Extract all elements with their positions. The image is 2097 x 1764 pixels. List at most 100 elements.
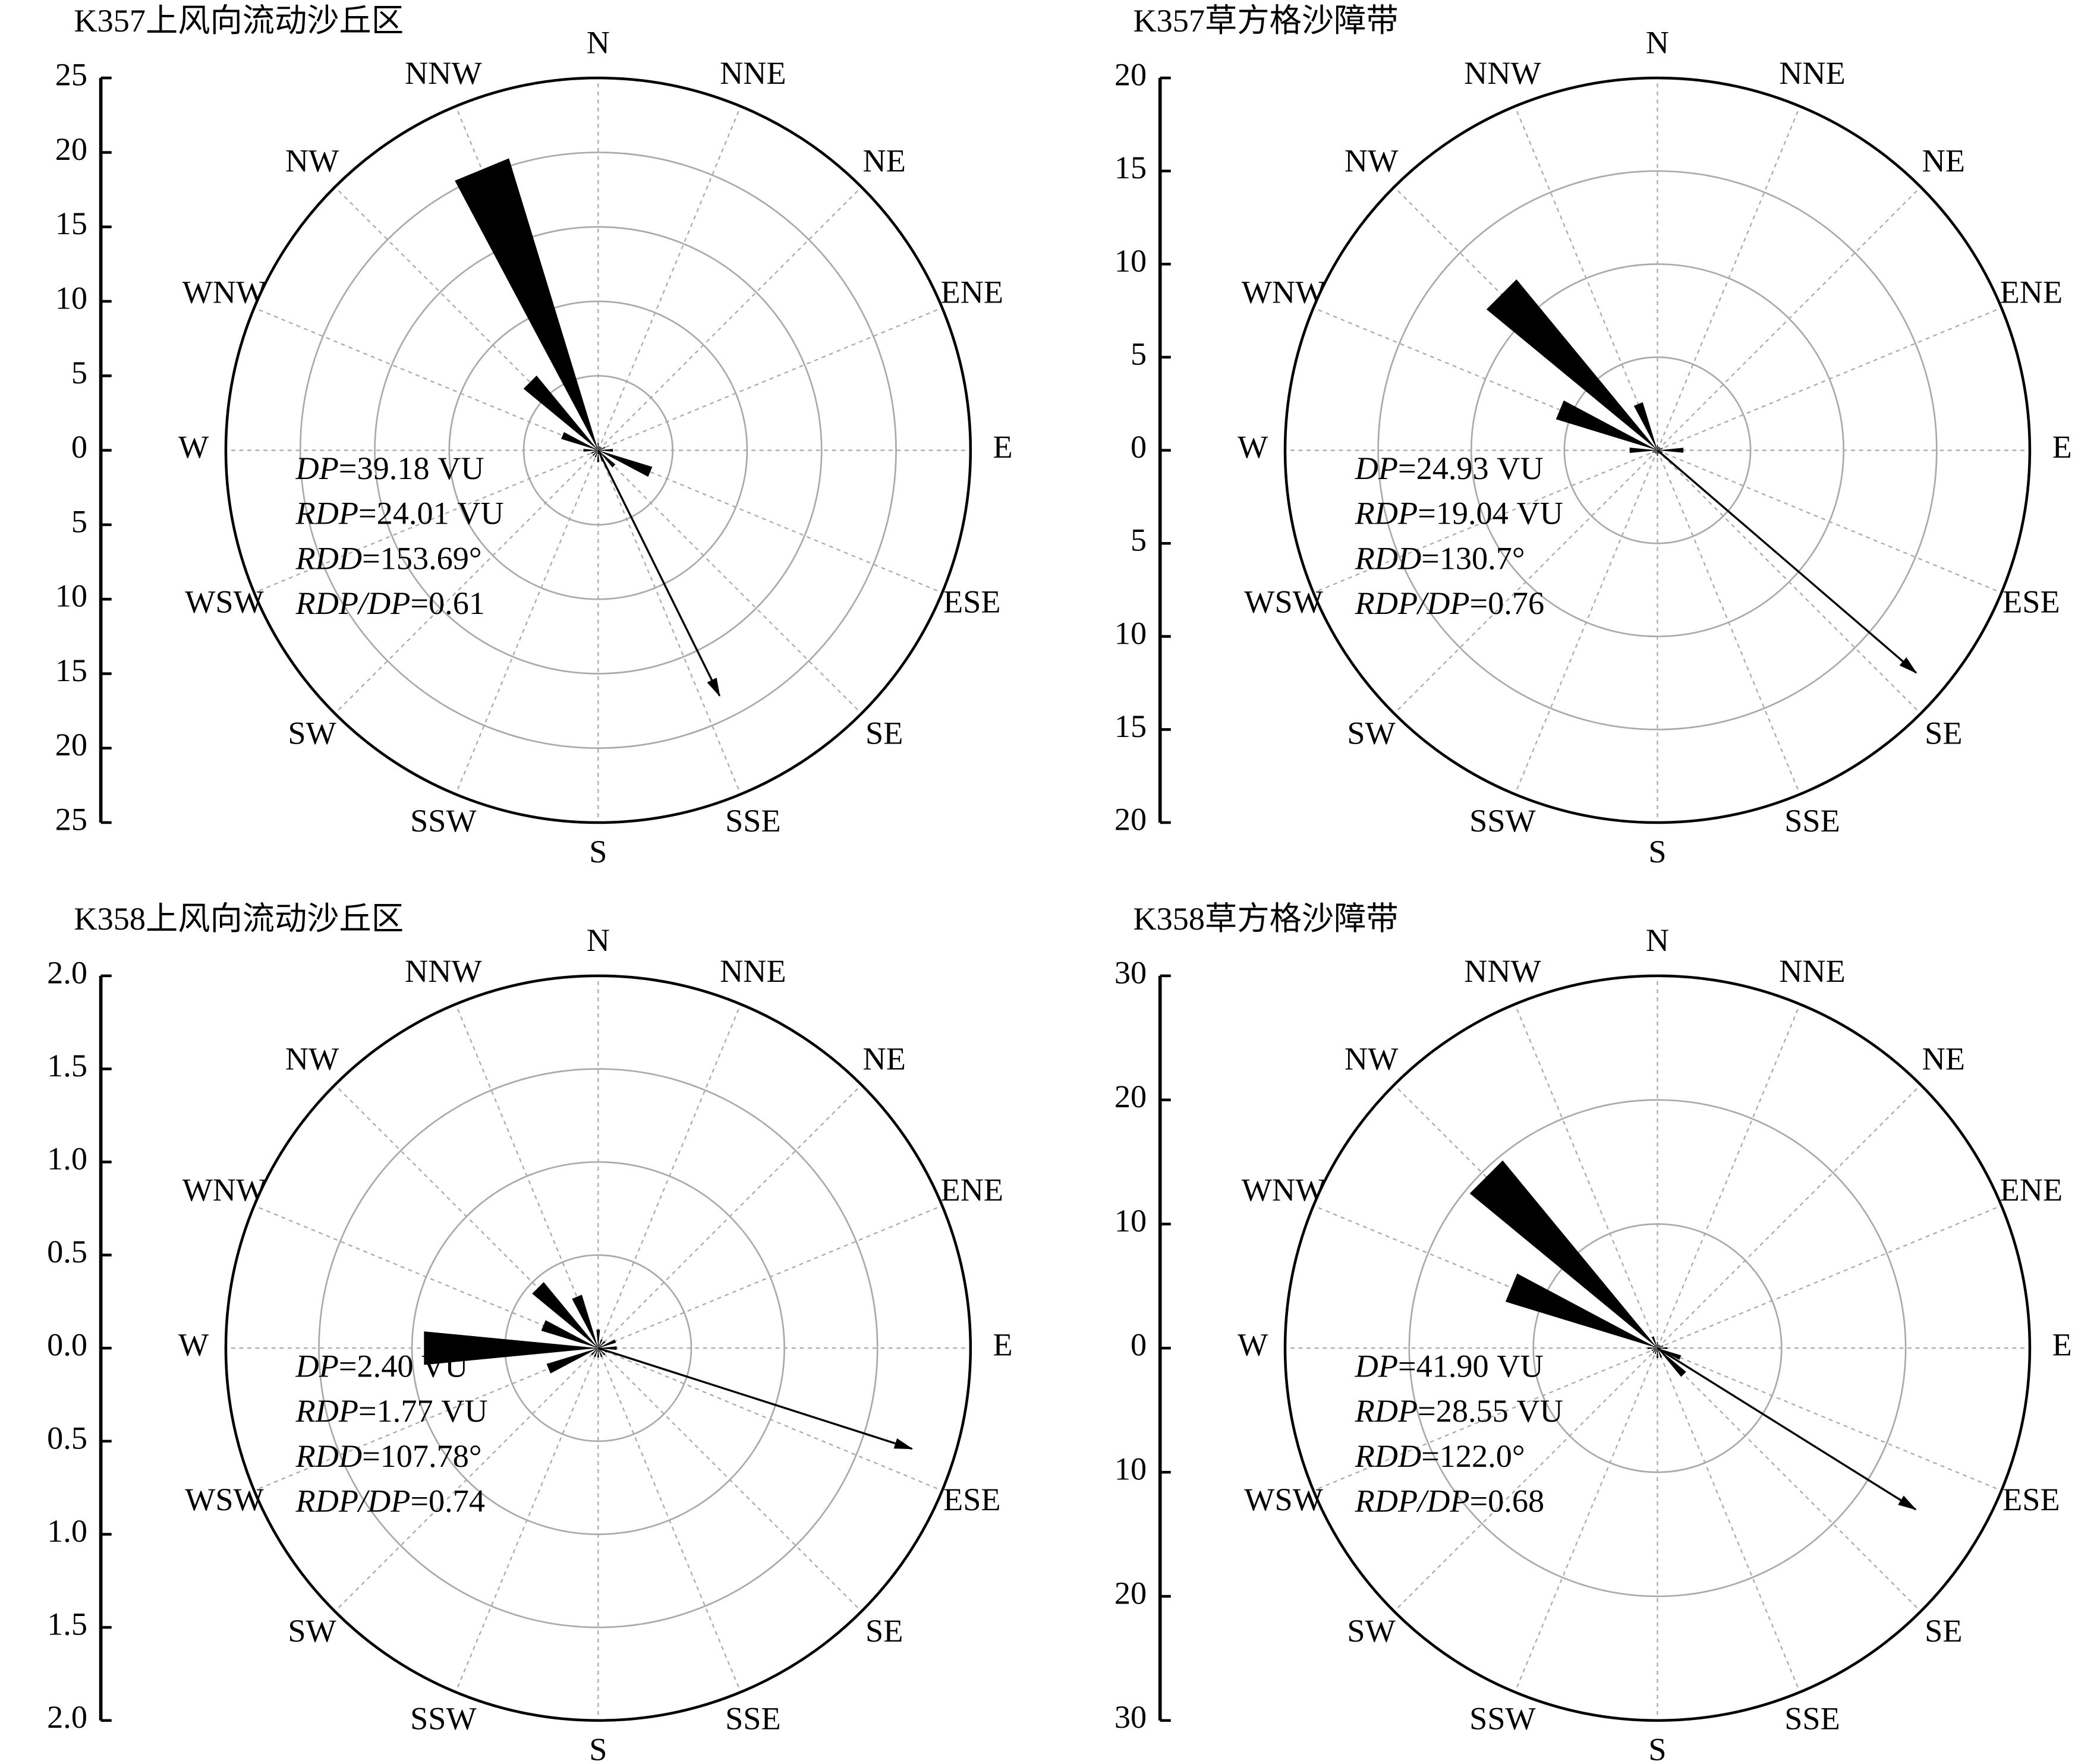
direction-label: NNE	[720, 55, 786, 91]
rose-petal	[1486, 279, 1658, 451]
rose-petal	[1652, 450, 1658, 453]
y-tick-label: 5	[1131, 522, 1147, 558]
spoke	[1514, 1004, 1658, 1349]
rose-petal	[591, 450, 599, 454]
stat-name: RDP	[295, 496, 358, 531]
direction-label: S	[1648, 1731, 1666, 1764]
stat-text: RDP/DP=0.76	[1355, 586, 1544, 622]
direction-label: ENE	[941, 275, 1003, 310]
rose-petal	[1657, 1345, 1664, 1349]
stat-value: 153.69	[380, 541, 469, 577]
rose-petal	[1469, 1160, 1658, 1349]
y-tick-label: 20	[1114, 801, 1147, 837]
stat-unit: °	[1512, 1438, 1525, 1474]
rose-petal	[591, 1348, 599, 1356]
stat-name: RDD	[1355, 541, 1422, 577]
direction-label: NE	[863, 1041, 906, 1076]
rose-petal	[598, 1348, 606, 1356]
y-tick-label: 10	[1114, 1451, 1147, 1487]
rose-petal	[598, 446, 602, 451]
direction-label: E	[993, 1327, 1013, 1363]
spoke	[254, 449, 599, 594]
stat-name: DP	[1355, 451, 1398, 486]
direction-label: ENE	[2000, 275, 2063, 310]
stat-text: DP=2.40 VU	[295, 1349, 468, 1384]
stat-value: 39.18	[357, 451, 429, 486]
stat-unit: VU	[1497, 1349, 1543, 1384]
direction-label: SW	[288, 715, 336, 751]
rose-petal	[597, 1348, 599, 1357]
rose-petal	[598, 446, 600, 451]
direction-label: SSE	[1784, 1701, 1840, 1737]
stat-value: 122.0	[1440, 1438, 1512, 1474]
y-tick-label: 10	[1114, 243, 1147, 279]
stat-sign: =	[339, 451, 357, 486]
rose-petal	[1657, 1348, 1686, 1377]
stat-text: RDP=19.04 VU	[1355, 496, 1563, 531]
direction-label: NNE	[1779, 953, 1846, 989]
stat-value: 2.40	[357, 1349, 413, 1384]
rose-petal	[1657, 447, 1661, 451]
y-tick-label: 15	[55, 206, 87, 241]
stat-text: RDD=130.7°	[1355, 541, 1525, 577]
stat-text: RDP/DP=0.61	[295, 586, 485, 622]
y-tick-label: 20	[1114, 1079, 1147, 1114]
rose-petal	[1657, 1341, 1658, 1349]
rose-petal	[594, 1348, 599, 1357]
chart-title: K357草方格沙障带	[1133, 3, 1398, 39]
rose-petal	[597, 443, 599, 451]
y-tick-label: 1.5	[47, 1606, 87, 1642]
rose-petal	[598, 450, 616, 468]
direction-label: E	[2052, 1327, 2072, 1363]
rose-petal	[1629, 448, 1658, 453]
stat-name: RDD	[1355, 1438, 1422, 1474]
rose-petal	[598, 1348, 603, 1357]
stat-name: RDP/DP	[295, 1483, 411, 1519]
stat-text: RDD=107.78°	[295, 1438, 482, 1474]
rose-petal	[598, 1339, 616, 1349]
y-tick-label: 0	[1131, 429, 1147, 465]
grid-ring	[1283, 76, 2032, 824]
spoke	[254, 307, 599, 451]
y-tick-label: 15	[1114, 150, 1147, 185]
rose-petal	[1633, 402, 1658, 451]
y-tick-label: 10	[55, 578, 87, 614]
spoke	[1313, 1205, 1658, 1349]
direction-label: W	[1238, 1327, 1268, 1363]
stat-unit: VU	[421, 1349, 468, 1384]
stat-name: RDP/DP	[295, 586, 411, 622]
stat-value: 41.90	[1416, 1349, 1489, 1384]
stat-sign: =	[1398, 451, 1416, 486]
y-tick-label: 15	[55, 653, 87, 688]
stat-name: DP	[1355, 1349, 1398, 1384]
spoke	[597, 450, 742, 795]
rose-petal	[1556, 400, 1658, 451]
stat-value: 28.55	[1436, 1394, 1509, 1429]
rose-petal	[598, 1339, 603, 1349]
stat-value: 130.7	[1440, 541, 1512, 577]
stat-text: RDP/DP=0.74	[295, 1483, 485, 1519]
y-tick-label: 5	[1131, 336, 1147, 371]
direction-label: ENE	[2000, 1172, 2063, 1208]
spoke	[1393, 1347, 1658, 1612]
rose-petal	[1657, 448, 1663, 451]
stat-unit: VU	[457, 496, 503, 531]
stat-sign: =	[1470, 1483, 1488, 1519]
stat-text: RDP=24.01 VU	[295, 496, 504, 531]
grid-ring	[1283, 974, 2032, 1722]
stat-value: 0.68	[1488, 1483, 1544, 1519]
grid-ring	[1470, 263, 1845, 638]
stat-sign: =	[1418, 496, 1436, 531]
resultant-arrow	[597, 1347, 914, 1450]
stat-name: RDP/DP	[1355, 586, 1470, 622]
spoke	[1657, 1347, 1801, 1693]
stat-unit: VU	[1497, 451, 1543, 486]
stat-text: RDP/DP=0.68	[1355, 1483, 1544, 1519]
direction-label: S	[589, 1731, 607, 1764]
stat-sign: =	[1421, 1438, 1440, 1474]
direction-label: N	[1646, 922, 1669, 958]
direction-label: NNW	[405, 55, 482, 91]
direction-label: NW	[1345, 143, 1399, 179]
stat-name: RDP	[1355, 1394, 1418, 1429]
